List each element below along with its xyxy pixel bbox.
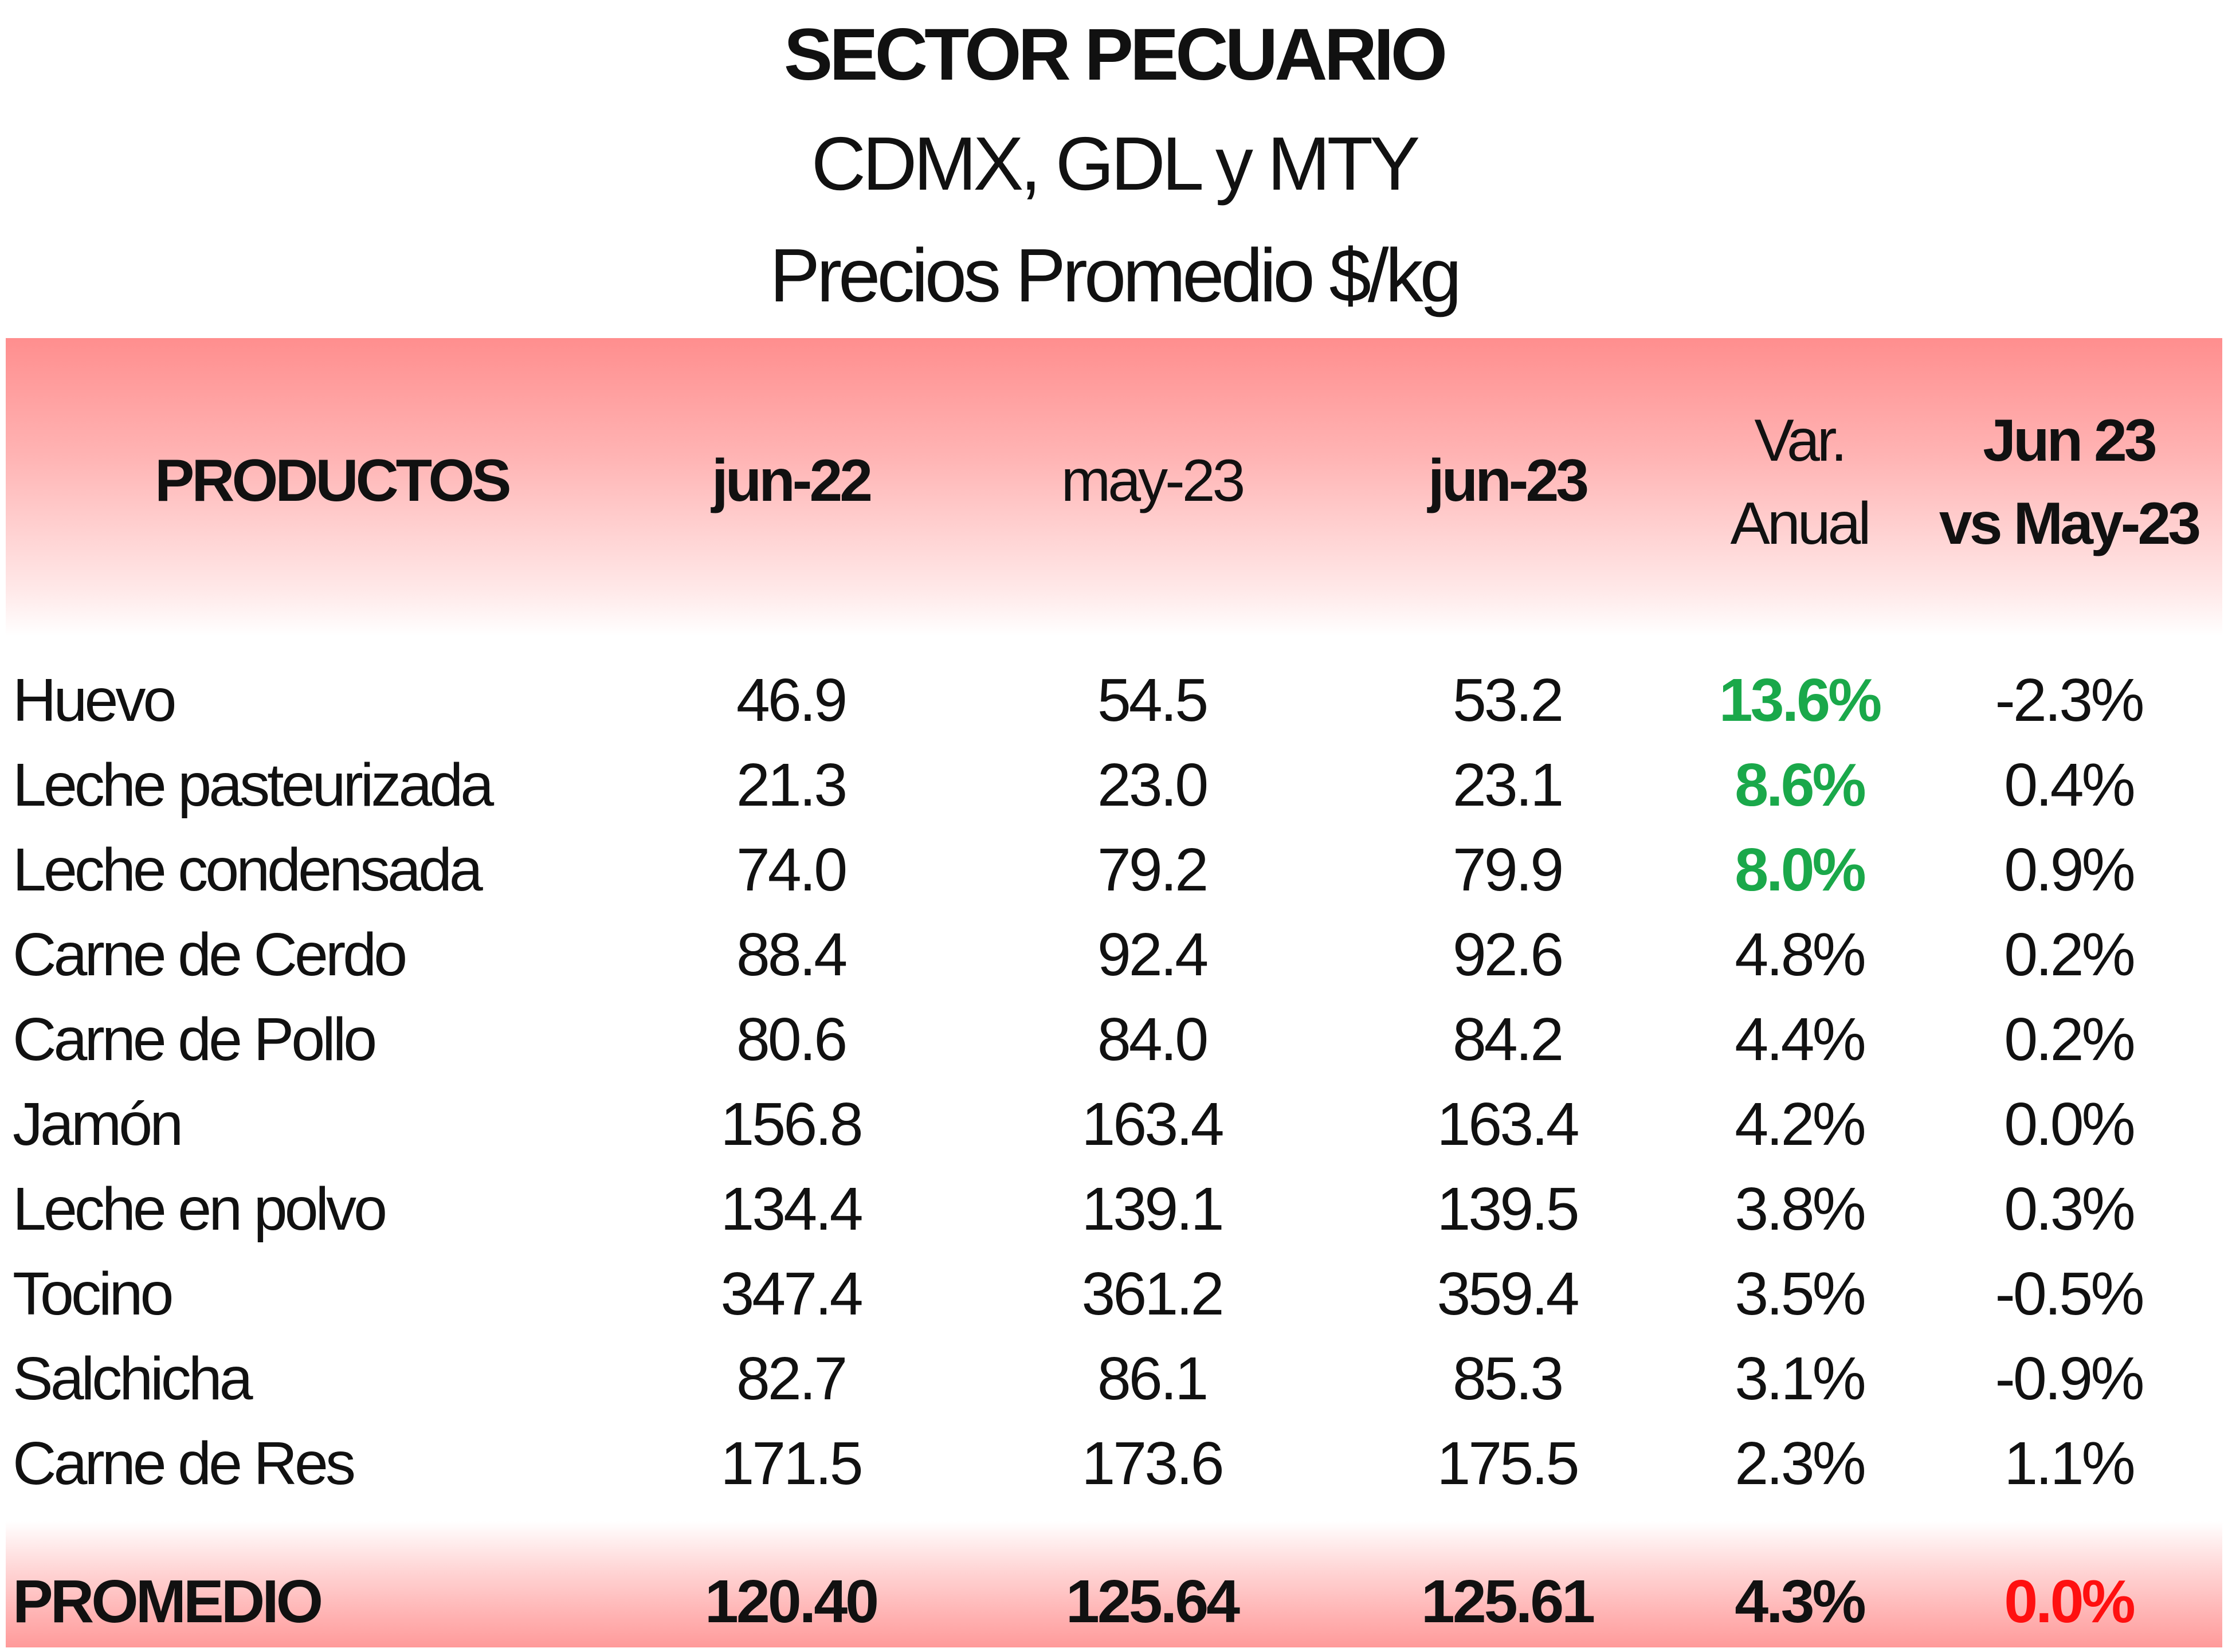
table-row: Leche en polvo 134.4 139.1 139.5 3.8% 0.3%: [0, 1175, 2228, 1259]
table-row: Salchicha 82.7 86.1 85.3 3.1% -0.9%: [0, 1344, 2228, 1429]
value-var-anual: 8.6%: [1735, 751, 1866, 819]
header-products: PRODUCTOS: [155, 448, 512, 514]
value-may-23: 139.1: [1081, 1175, 1224, 1243]
value-var-anual: 3.5%: [1735, 1260, 1866, 1328]
value-monthly-change: 1.1%: [2004, 1430, 2136, 1497]
table-row: Leche pasteurizada 21.3 23.0 23.1 8.6% 0.4%: [0, 751, 2228, 835]
header-monthly-line2: vs May-23: [1939, 491, 2201, 557]
total-var-anual: 4.3%: [1735, 1568, 1866, 1635]
value-var-anual: 4.2%: [1735, 1090, 1866, 1158]
value-jun-23: 163.4: [1437, 1090, 1579, 1158]
table-row: Huevo 46.9 54.5 53.2 13.6% -2.3%: [0, 666, 2228, 751]
value-may-23: 84.0: [1097, 1006, 1209, 1073]
product-name: Salchicha: [13, 1345, 253, 1412]
table-header-band: [6, 338, 2222, 636]
value-var-anual: 3.8%: [1735, 1175, 1866, 1243]
report-title: SECTOR PECUARIO: [783, 14, 1448, 96]
value-jun-23: 79.9: [1452, 836, 1564, 904]
value-may-23: 163.4: [1081, 1090, 1224, 1158]
product-name: Leche en polvo: [13, 1175, 387, 1243]
header-monthly-line1: Jun 23: [1983, 407, 2157, 474]
value-jun-22: 88.4: [736, 921, 848, 988]
table-footer-band: [6, 1521, 2222, 1647]
value-monthly-change: 0.0%: [2004, 1090, 2136, 1158]
value-var-anual: 4.4%: [1735, 1006, 1866, 1073]
header-jun-23: jun-23: [1427, 448, 1589, 514]
value-jun-22: 46.9: [736, 666, 848, 734]
value-jun-23: 23.1: [1452, 751, 1564, 819]
header-jun-22: jun-22: [711, 448, 873, 514]
value-jun-23: 53.2: [1452, 666, 1564, 734]
table-row: Jamón 156.8 163.4 163.4 4.2% 0.0%: [0, 1090, 2228, 1175]
table-row: Leche condensada 74.0 79.2 79.9 8.0% 0.9%: [0, 835, 2228, 920]
total-may-23: 125.64: [1065, 1568, 1240, 1635]
value-var-anual: 2.3%: [1735, 1430, 1866, 1497]
value-may-23: 86.1: [1097, 1345, 1209, 1412]
product-name: Huevo: [13, 666, 176, 734]
product-name: Jamón: [13, 1090, 183, 1158]
report-subtitle-units: Precios Promedio $/kg: [770, 233, 1462, 317]
header-may-23: may-23: [1061, 448, 1246, 514]
value-jun-23: 359.4: [1437, 1260, 1579, 1328]
value-jun-22: 80.6: [736, 1006, 848, 1073]
value-may-23: 173.6: [1081, 1430, 1224, 1497]
value-var-anual: 3.1%: [1735, 1345, 1866, 1412]
value-monthly-change: -2.3%: [1995, 666, 2145, 734]
header-var-line2: Anual: [1730, 491, 1872, 557]
value-jun-23: 139.5: [1437, 1175, 1579, 1243]
total-label: PROMEDIO: [13, 1568, 323, 1635]
total-row: PROMEDIO 120.40 125.64 125.61 4.3% 0.0%: [0, 1567, 2228, 1652]
value-monthly-change: -0.5%: [1995, 1260, 2145, 1328]
product-name: Carne de Res: [13, 1430, 356, 1497]
value-monthly-change: 0.9%: [2004, 836, 2136, 904]
value-jun-22: 74.0: [736, 836, 848, 904]
table-row: Tocino 347.4 361.2 359.4 3.5% -0.5%: [0, 1259, 2228, 1344]
product-name: Carne de Cerdo: [13, 921, 407, 988]
value-var-anual: 8.0%: [1735, 836, 1866, 904]
value-jun-22: 134.4: [720, 1175, 863, 1243]
product-name: Leche condensada: [13, 836, 483, 904]
value-jun-23: 175.5: [1437, 1430, 1579, 1497]
table-row: Carne de Res 171.5 173.6 175.5 2.3% 1.1%: [0, 1429, 2228, 1514]
total-jun-23: 125.61: [1421, 1568, 1595, 1635]
table-row: Carne de Pollo 80.6 84.0 84.2 4.4% 0.2%: [0, 1005, 2228, 1090]
header-var-line1: Var.: [1754, 407, 1847, 474]
value-jun-22: 156.8: [720, 1090, 863, 1158]
value-jun-22: 171.5: [720, 1430, 863, 1497]
product-name: Carne de Pollo: [13, 1006, 377, 1073]
value-jun-23: 84.2: [1452, 1006, 1564, 1073]
value-may-23: 92.4: [1097, 921, 1209, 988]
table-row: Carne de Cerdo 88.4 92.4 92.6 4.8% 0.2%: [0, 920, 2228, 1005]
value-monthly-change: 0.2%: [2004, 921, 2136, 988]
value-monthly-change: -0.9%: [1995, 1345, 2145, 1412]
report-subtitle-cities: CDMX, GDL y MTY: [811, 121, 1421, 206]
value-may-23: 361.2: [1081, 1260, 1224, 1328]
value-var-anual: 4.8%: [1735, 921, 1866, 988]
value-monthly-change: 0.3%: [2004, 1175, 2136, 1243]
value-monthly-change: 0.2%: [2004, 1006, 2136, 1073]
total-monthly-change: 0.0%: [2004, 1568, 2136, 1635]
value-jun-23: 92.6: [1452, 921, 1564, 988]
value-jun-22: 82.7: [736, 1345, 848, 1412]
product-name: Leche pasteurizada: [13, 751, 494, 819]
value-jun-23: 85.3: [1452, 1345, 1564, 1412]
value-may-23: 23.0: [1097, 751, 1209, 819]
value-monthly-change: 0.4%: [2004, 751, 2136, 819]
value-var-anual: 13.6%: [1719, 666, 1882, 734]
value-may-23: 79.2: [1097, 836, 1209, 904]
value-may-23: 54.5: [1097, 666, 1209, 734]
total-jun-22: 120.40: [704, 1568, 879, 1635]
value-jun-22: 21.3: [736, 751, 848, 819]
product-name: Tocino: [13, 1260, 174, 1328]
value-jun-22: 347.4: [720, 1260, 863, 1328]
